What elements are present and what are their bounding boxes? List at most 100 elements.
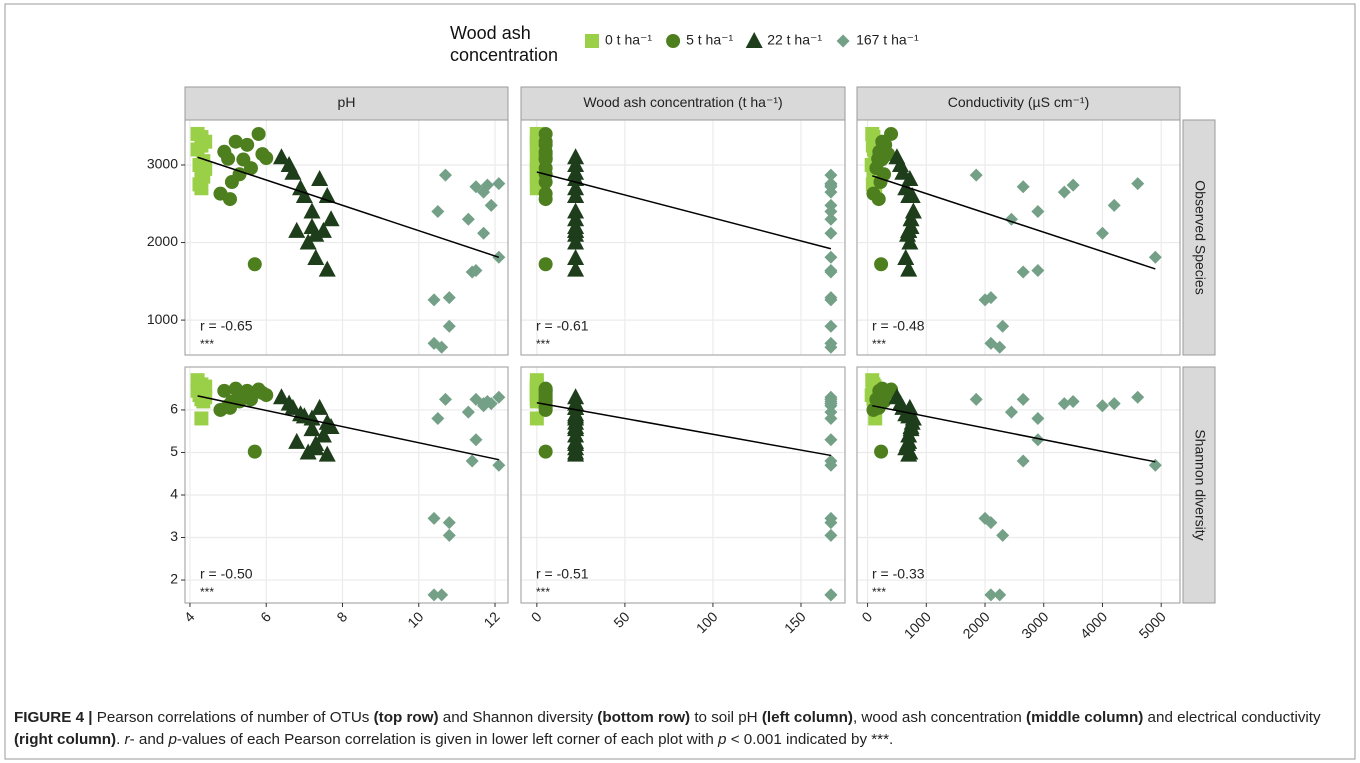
x-tick-label: 4	[181, 608, 198, 625]
point-triangle	[901, 169, 919, 186]
point-circle	[538, 192, 553, 207]
point-diamond	[469, 433, 483, 447]
point-diamond	[435, 588, 449, 602]
point-diamond	[1057, 185, 1071, 199]
significance-label: ***	[536, 337, 550, 351]
point-diamond	[431, 205, 445, 219]
point-circle	[871, 192, 886, 207]
point-circle	[873, 175, 888, 190]
point-circle	[236, 152, 251, 167]
point-diamond	[1016, 392, 1030, 406]
column-strip	[520, 86, 846, 121]
point-diamond	[824, 319, 838, 333]
point-diamond	[824, 340, 838, 354]
point-diamond	[484, 198, 498, 212]
x-tick-label: 4000	[1077, 608, 1110, 641]
point-diamond	[442, 528, 456, 542]
point-square	[194, 181, 209, 196]
row-label: Shannon diversity	[1192, 429, 1208, 540]
point-circle	[874, 444, 889, 459]
caption-text: and electrical conductivity	[1143, 709, 1321, 726]
fit-line	[536, 171, 832, 250]
x-tick-label: 6	[257, 608, 274, 625]
point-triangle	[284, 398, 302, 415]
point-circle	[236, 390, 251, 405]
point-circle	[247, 444, 262, 459]
x-tick-label: 50	[610, 608, 632, 630]
point-diamond	[465, 454, 479, 468]
x-tick-label: 12	[480, 608, 502, 630]
point-diamond	[1131, 390, 1145, 404]
caption-text: (left column)	[761, 709, 853, 726]
point-circle	[224, 175, 239, 190]
point-triangle	[303, 420, 321, 437]
point-diamond	[477, 226, 491, 240]
point-diamond	[1095, 226, 1109, 240]
fit-line	[872, 404, 1156, 463]
point-circle	[538, 152, 553, 167]
point-circle	[538, 444, 553, 459]
point-triangle	[567, 445, 585, 462]
x-tick-label: 150	[781, 608, 809, 636]
point-diamond	[1095, 399, 1109, 413]
panel-border	[184, 366, 509, 604]
row-strip	[1182, 119, 1216, 356]
point-diamond	[442, 291, 456, 305]
point-diamond	[824, 168, 838, 182]
column-label: Wood ash concentration (t ha⁻¹)	[583, 94, 782, 110]
significance-label: ***	[536, 585, 550, 599]
caption-text: -values of each Pearson correlation is g…	[176, 731, 719, 748]
point-diamond	[824, 177, 838, 191]
caption-text: r	[124, 731, 130, 748]
point-diamond	[1131, 177, 1145, 191]
point-diamond	[996, 528, 1010, 542]
y-tick-label: 4	[170, 486, 178, 502]
point-triangle	[299, 443, 317, 460]
point-triangle	[295, 187, 313, 204]
point-triangle	[567, 260, 585, 277]
point-diamond	[978, 511, 992, 525]
point-square	[190, 142, 205, 157]
point-diamond	[1016, 454, 1030, 468]
point-diamond	[1107, 397, 1121, 411]
point-triangle	[307, 249, 325, 266]
point-circle	[874, 257, 889, 272]
caption-text: (middle column)	[1026, 709, 1144, 726]
point-diamond	[824, 588, 838, 602]
point-diamond	[824, 263, 838, 277]
caption-text: (top row)	[373, 709, 439, 726]
point-triangle	[284, 163, 302, 180]
legend-key	[585, 34, 599, 48]
point-diamond	[824, 293, 838, 307]
correlation-label: r = -0.48	[872, 318, 925, 334]
point-diamond	[824, 511, 838, 525]
point-diamond	[438, 392, 452, 406]
point-diamond	[824, 433, 838, 447]
y-tick-label: 2	[170, 571, 178, 587]
point-diamond	[824, 226, 838, 240]
caption-text: and Shannon diversity	[438, 709, 598, 726]
caption-text: .	[116, 731, 125, 748]
point-circle	[222, 192, 237, 207]
column-strip	[856, 86, 1181, 121]
point-circle	[874, 390, 889, 405]
x-tick-label: 2000	[959, 608, 992, 641]
point-triangle	[897, 249, 915, 266]
point-diamond	[480, 178, 494, 192]
x-tick-label: 10	[404, 608, 426, 630]
point-triangle	[311, 169, 329, 186]
panel-border	[520, 119, 846, 356]
x-tick-label: 5000	[1136, 608, 1169, 641]
point-circle	[874, 152, 889, 167]
point-diamond	[824, 399, 838, 413]
point-diamond	[427, 293, 441, 307]
y-tick-label: 6	[170, 401, 178, 417]
point-triangle	[303, 218, 321, 235]
point-diamond	[1066, 178, 1080, 192]
legend-label: 5 t ha⁻¹	[686, 32, 733, 48]
point-triangle	[318, 260, 336, 277]
point-diamond	[435, 340, 449, 354]
y-tick-label: 5	[170, 443, 178, 459]
